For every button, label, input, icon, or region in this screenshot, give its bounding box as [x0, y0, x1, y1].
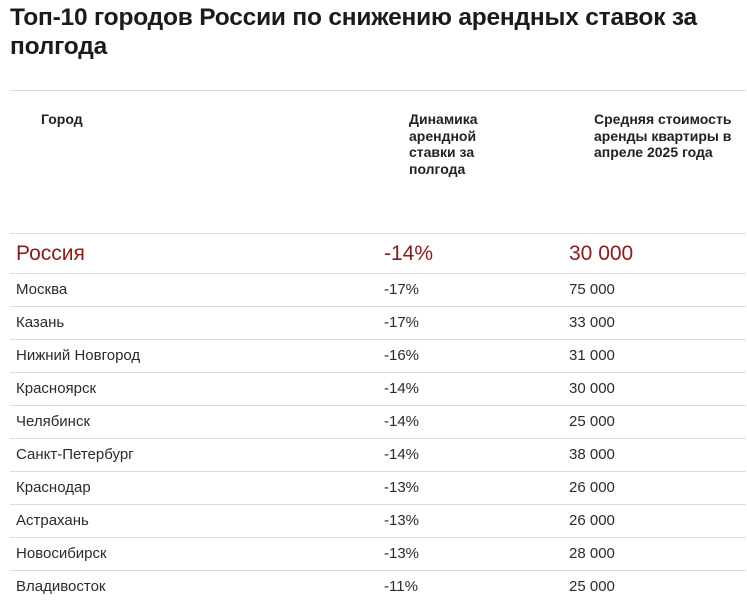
cell-dynamics: -14% — [384, 446, 420, 463]
table-row: Москва -17% 75 000 — [10, 274, 746, 307]
cell-city: Москва — [16, 281, 68, 298]
header-city: Город — [41, 111, 83, 127]
cell-dynamics: -17% — [384, 314, 420, 331]
cell-city: Санкт-Петербург — [16, 446, 134, 463]
cell-dynamics: -13% — [384, 479, 420, 496]
cell-dynamics: -16% — [384, 347, 420, 364]
page-title: Топ-10 городов России по снижению арендн… — [10, 4, 697, 60]
table-row: Владивосток -11% 25 000 — [10, 571, 746, 603]
table-row: Астрахань -13% 26 000 — [10, 505, 746, 538]
table-row: Новосибирск -13% 28 000 — [10, 538, 746, 571]
cell-city: Казань — [16, 314, 65, 331]
cell-dynamics: -11% — [384, 578, 418, 595]
cell-city: Владивосток — [16, 578, 106, 595]
table-header-row: Город Динамика арендной ставки за полгод… — [10, 91, 746, 234]
cell-price: 28 000 — [569, 545, 615, 562]
cell-dynamics: -14% — [384, 380, 420, 397]
table-row: Красноярск -14% 30 000 — [10, 373, 746, 406]
cell-price: 75 000 — [569, 281, 615, 298]
table-row-total: Россия -14% 30 000 — [10, 234, 746, 274]
table-row: Санкт-Петербург -14% 38 000 — [10, 439, 746, 472]
cell-price: 26 000 — [569, 479, 615, 496]
cell-dynamics: -13% — [384, 512, 420, 529]
header-dynamics: Динамика арендной ставки за полгода — [409, 111, 478, 177]
cell-price: 31 000 — [569, 347, 615, 364]
cell-price: 26 000 — [569, 512, 615, 529]
cell-price: 25 000 — [569, 578, 615, 595]
cell-dynamics: -14% — [384, 413, 420, 430]
rent-table: Город Динамика арендной ставки за полгод… — [10, 90, 746, 603]
cell-dynamics: -17% — [384, 281, 420, 298]
header-price: Средняя стоимость аренды квартиры в апре… — [594, 111, 732, 160]
table-row: Челябинск -14% 25 000 — [10, 406, 746, 439]
cell-dynamics: -14% — [384, 242, 434, 265]
table-row: Краснодар -13% 26 000 — [10, 472, 746, 505]
cell-price: 30 000 — [569, 380, 615, 397]
cell-price: 33 000 — [569, 314, 615, 331]
table-row: Казань -17% 33 000 — [10, 307, 746, 340]
cell-city: Астрахань — [16, 512, 89, 529]
cell-city: Челябинск — [16, 413, 91, 430]
cell-city: Краснодар — [16, 479, 91, 496]
cell-dynamics: -13% — [384, 545, 420, 562]
cell-city: Россия — [16, 242, 85, 265]
cell-price: 38 000 — [569, 446, 615, 463]
cell-city: Красноярск — [16, 380, 97, 397]
cell-city: Нижний Новгород — [16, 347, 141, 364]
cell-price: 30 000 — [569, 242, 634, 265]
table-row: Нижний Новгород -16% 31 000 — [10, 340, 746, 373]
cell-price: 25 000 — [569, 413, 615, 430]
cell-city: Новосибирск — [16, 545, 107, 562]
